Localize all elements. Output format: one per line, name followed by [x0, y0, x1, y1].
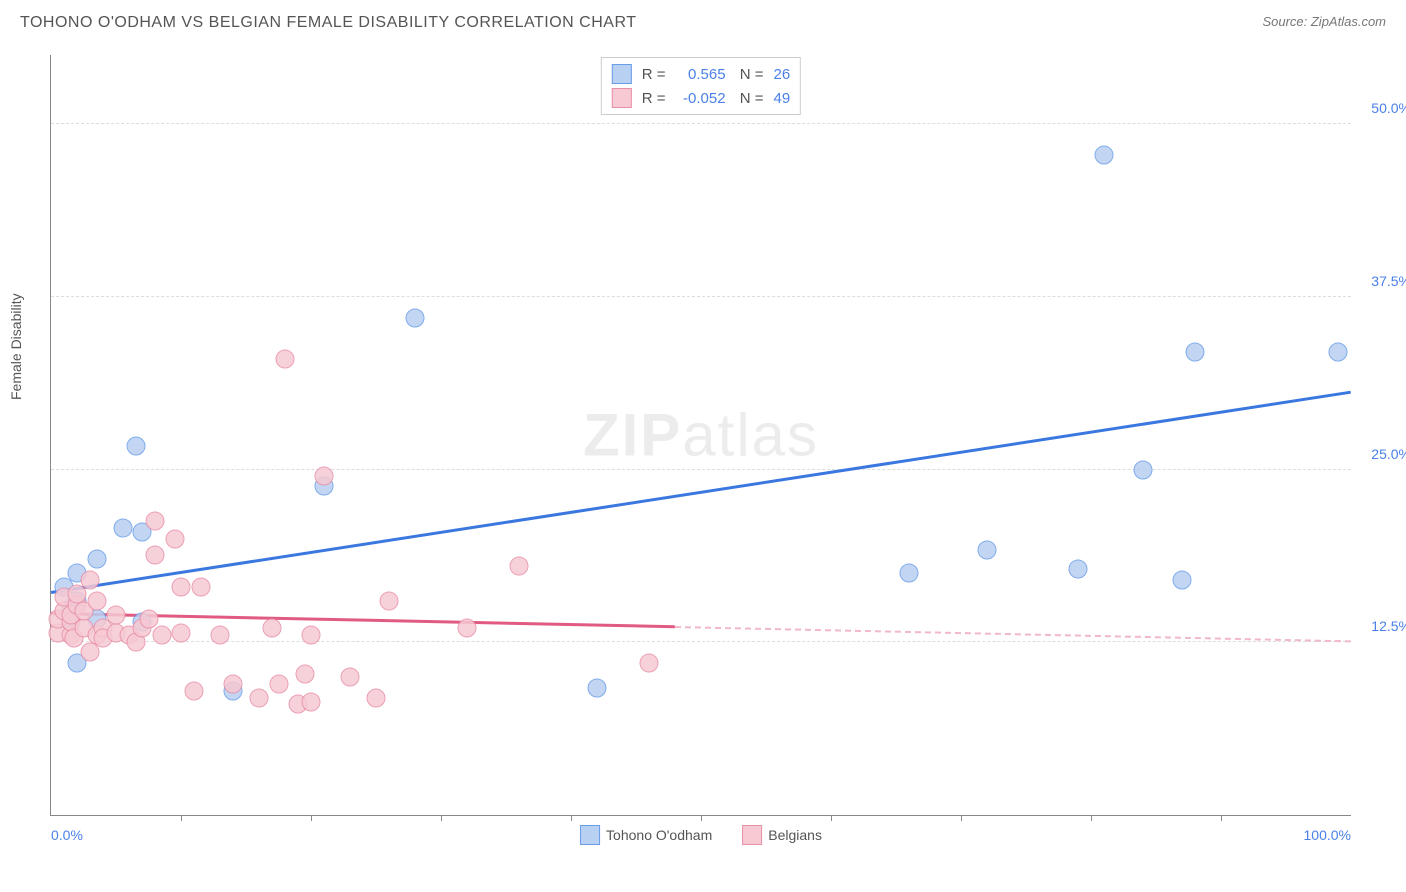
r-value: 0.565: [676, 66, 726, 83]
data-point: [367, 688, 386, 707]
x-tick: [571, 815, 572, 821]
legend-label: Tohono O'odham: [606, 827, 712, 843]
legend-label: Belgians: [768, 827, 822, 843]
data-point: [113, 518, 132, 537]
x-tick: [701, 815, 702, 821]
series-legend: Tohono O'odham Belgians: [580, 825, 822, 845]
data-point: [191, 578, 210, 597]
x-tick-label: 0.0%: [51, 827, 83, 843]
watermark: ZIPatlas: [583, 401, 819, 470]
gridline: [51, 641, 1351, 642]
r-label: R =: [642, 90, 666, 107]
legend-swatch: [580, 825, 600, 845]
data-point: [1186, 343, 1205, 362]
data-point: [640, 654, 659, 673]
x-tick: [1221, 815, 1222, 821]
scatter-plot: ZIPatlas R =0.565 N =26R =-0.052 N =49 T…: [50, 55, 1351, 816]
data-point: [146, 546, 165, 565]
data-point: [406, 308, 425, 327]
data-point: [510, 557, 529, 576]
data-point: [588, 678, 607, 697]
x-tick: [961, 815, 962, 821]
legend-swatch: [612, 64, 632, 84]
regression-line-extrapolated: [675, 626, 1351, 642]
legend-item: Tohono O'odham: [580, 825, 712, 845]
r-value: -0.052: [676, 90, 726, 107]
data-point: [224, 674, 243, 693]
x-tick: [311, 815, 312, 821]
stats-legend: R = 0.565 N = 26 R = -0.052 N = 49: [601, 57, 801, 115]
n-value: 26: [774, 66, 791, 83]
data-point: [978, 540, 997, 559]
stats-row: R = -0.052 N = 49: [612, 86, 790, 110]
y-tick-label: 25.0%: [1356, 446, 1406, 462]
data-point: [107, 605, 126, 624]
y-axis-label: Female Disability: [8, 293, 24, 400]
data-point: [185, 681, 204, 700]
legend-swatch: [612, 88, 632, 108]
regression-line: [51, 391, 1351, 594]
gridline: [51, 123, 1351, 124]
data-point: [1329, 343, 1348, 362]
data-point: [126, 437, 145, 456]
gridline: [51, 469, 1351, 470]
data-point: [1095, 145, 1114, 164]
source-attribution: Source: ZipAtlas.com: [1262, 14, 1386, 29]
legend-item: Belgians: [742, 825, 822, 845]
data-point: [1134, 460, 1153, 479]
data-point: [211, 626, 230, 645]
chart-title: TOHONO O'ODHAM VS BELGIAN FEMALE DISABIL…: [20, 14, 636, 31]
n-label: N =: [736, 66, 764, 83]
n-value: 49: [774, 90, 791, 107]
stats-row: R = 0.565 N = 26: [612, 62, 790, 86]
gridline: [51, 296, 1351, 297]
data-point: [172, 578, 191, 597]
data-point: [87, 591, 106, 610]
x-tick: [441, 815, 442, 821]
data-point: [302, 626, 321, 645]
y-tick-label: 12.5%: [1356, 618, 1406, 634]
data-point: [152, 626, 171, 645]
y-tick-label: 50.0%: [1356, 100, 1406, 116]
data-point: [81, 571, 100, 590]
n-label: N =: [736, 90, 764, 107]
data-point: [302, 692, 321, 711]
data-point: [139, 609, 158, 628]
legend-swatch: [742, 825, 762, 845]
x-tick: [831, 815, 832, 821]
r-label: R =: [642, 66, 666, 83]
x-tick-label: 100.0%: [1304, 827, 1351, 843]
data-point: [1069, 560, 1088, 579]
data-point: [380, 591, 399, 610]
data-point: [269, 674, 288, 693]
data-point: [295, 665, 314, 684]
data-point: [250, 688, 269, 707]
x-tick: [181, 815, 182, 821]
data-point: [276, 350, 295, 369]
data-point: [165, 529, 184, 548]
x-tick: [1091, 815, 1092, 821]
data-point: [87, 550, 106, 569]
data-point: [263, 619, 282, 638]
data-point: [315, 467, 334, 486]
data-point: [172, 623, 191, 642]
data-point: [1173, 571, 1192, 590]
data-point: [146, 511, 165, 530]
data-point: [341, 667, 360, 686]
data-point: [900, 564, 919, 583]
y-tick-label: 37.5%: [1356, 273, 1406, 289]
data-point: [458, 619, 477, 638]
